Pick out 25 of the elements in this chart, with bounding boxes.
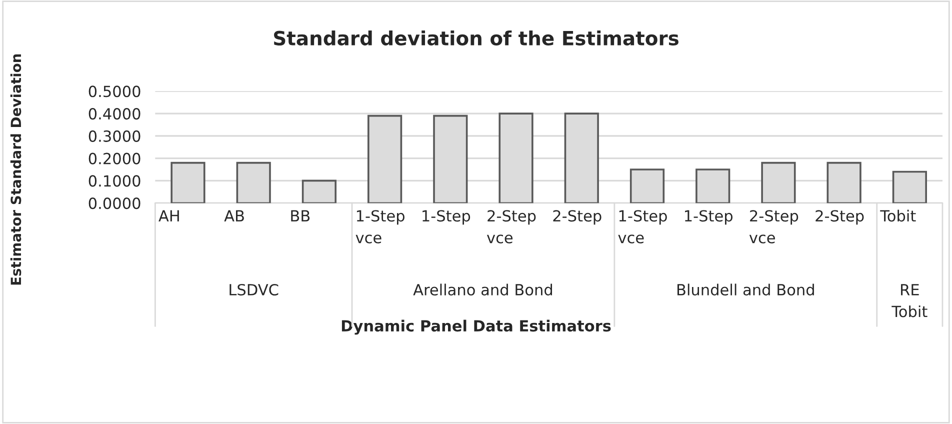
- x-tick-label: AH: [158, 210, 179, 222]
- y-axis-title: Estimator Standard Deviation: [10, 54, 22, 285]
- x-tick-label: 1-Step vce: [356, 210, 404, 244]
- x-axis-title: Dynamic Panel Data Estimators: [342, 320, 611, 335]
- x-tick-label: 1-Step: [422, 210, 470, 225]
- y-tick-label: 0.5000: [88, 86, 140, 98]
- y-tick-label: 0.3000: [88, 130, 140, 142]
- x-tick-label: AB: [224, 210, 244, 222]
- text: RE Tobit: [892, 284, 928, 318]
- x-tick-label: 2-Step: [553, 210, 602, 225]
- x-tick-label: 2-Step vce: [749, 210, 798, 244]
- x-tick-label: 1-Step vce: [618, 210, 667, 244]
- chart-title: Standard deviation of the Estimators: [274, 30, 678, 46]
- text: LSDVC: [230, 284, 278, 296]
- x-tick-label: 2-Step: [816, 210, 864, 225]
- x-tick-label: BB: [291, 210, 310, 222]
- x-tick-label: 1-Step: [685, 210, 733, 225]
- text: Arellano and Bond: [413, 284, 552, 296]
- x-tick-label: Tobit: [880, 210, 916, 222]
- y-tick-label: 0.4000: [88, 108, 140, 120]
- y-tick-label: 0.0000: [88, 198, 140, 210]
- y-tick-label: 0.1000: [88, 175, 140, 187]
- x-tick-label: 2-Step vce: [486, 210, 536, 244]
- text: Blundell and Bond: [677, 284, 814, 296]
- y-tick-label: 0.2000: [88, 152, 140, 164]
